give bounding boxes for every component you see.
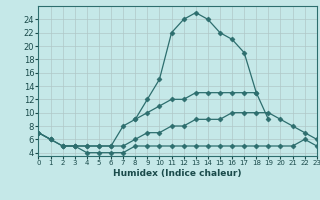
X-axis label: Humidex (Indice chaleur): Humidex (Indice chaleur)	[113, 169, 242, 178]
